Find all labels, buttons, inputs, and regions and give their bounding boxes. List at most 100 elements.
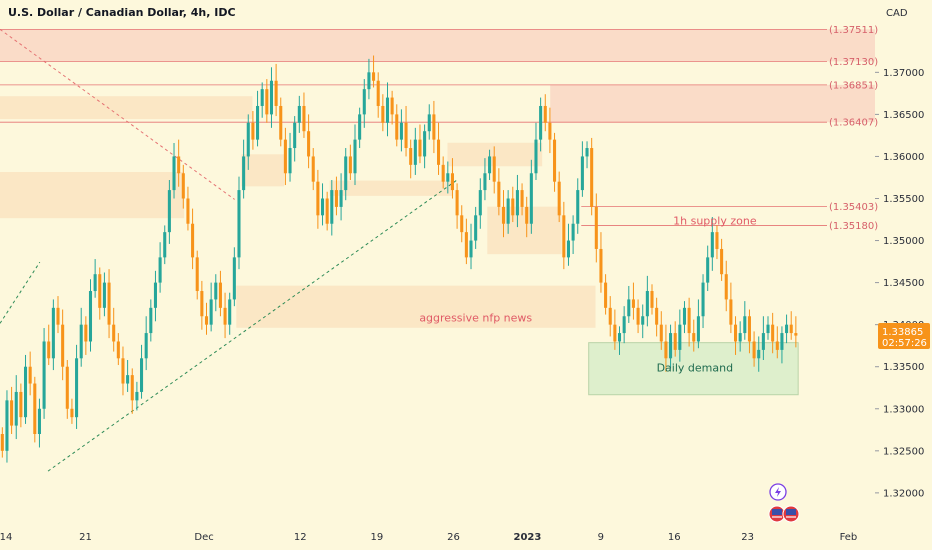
candle-body <box>622 316 626 334</box>
x-tick-label: 12 <box>294 532 307 543</box>
candle-body <box>655 307 659 325</box>
candle-body <box>126 375 130 384</box>
candle-body <box>715 232 719 249</box>
candle-body <box>576 190 580 224</box>
trendline-uptrend-left <box>0 261 41 324</box>
candle-body <box>455 190 459 216</box>
candle-body <box>520 190 524 207</box>
candle-body <box>450 173 454 191</box>
level-label: (1.36407) <box>829 118 878 129</box>
candle-body <box>209 299 213 325</box>
candle-body <box>464 232 468 258</box>
candle-body <box>548 122 552 140</box>
candle-body <box>33 383 37 435</box>
candle-body <box>381 105 385 123</box>
x-tick-label: Feb <box>840 532 858 543</box>
candle-body <box>659 324 663 342</box>
levels-layer: (1.37511) (1.37130) (1.36851) (1.36407) (1.3… <box>0 25 878 232</box>
x-tick-label: 23 <box>741 532 754 543</box>
candle-body <box>506 198 510 224</box>
alert-button[interactable] <box>769 483 787 501</box>
y-tick-label: 1.32500 <box>883 446 924 457</box>
candle-body <box>729 299 733 325</box>
candle-body <box>757 349 761 359</box>
candle-body <box>372 72 376 81</box>
candle-body <box>237 190 241 258</box>
candle-body <box>256 105 260 140</box>
candle-body <box>399 122 403 140</box>
candle-body <box>251 122 255 140</box>
annotation-label: 1h supply zone <box>673 215 757 228</box>
x-tick-label: 16 <box>668 532 681 543</box>
candle-body <box>562 215 566 258</box>
candle-body <box>747 316 751 342</box>
candle-body <box>706 257 710 283</box>
x-tick-label: 26 <box>447 532 460 543</box>
level-label: (1.37130) <box>829 57 878 68</box>
candle-body <box>710 232 714 258</box>
candle-body <box>511 198 515 216</box>
candle-body <box>775 341 779 350</box>
zone-left-zone-2 <box>0 172 185 219</box>
candle-body <box>720 248 724 275</box>
candle-body <box>771 324 775 342</box>
candle-body <box>274 80 278 106</box>
candle-body <box>107 282 111 325</box>
candle-body <box>483 173 487 191</box>
candle-body <box>307 131 311 157</box>
candle-body <box>200 291 204 317</box>
candle-body <box>28 366 32 384</box>
zones-layer <box>0 29 875 396</box>
candle-body <box>761 333 765 350</box>
last-price-tag: 1.33865 02:57:26 <box>878 323 930 350</box>
candle-body <box>613 324 617 342</box>
candle-body <box>228 299 232 325</box>
candle-body <box>543 105 547 123</box>
candle-body <box>65 366 69 409</box>
candle-body <box>98 274 102 308</box>
x-tick-label: 9 <box>598 532 604 543</box>
candle-body <box>752 341 756 359</box>
candle-body <box>112 324 116 342</box>
y-tick-label: 1.33000 <box>883 404 924 415</box>
candle-body <box>743 316 747 334</box>
candle-body <box>362 89 366 115</box>
x-tick-label: 19 <box>370 532 383 543</box>
candle-body <box>93 274 97 292</box>
candles-layer <box>0 55 798 463</box>
candle-body <box>678 324 682 350</box>
candle-body <box>316 181 320 216</box>
candle-body <box>738 333 742 342</box>
y-tick-label: 1.35000 <box>883 236 924 247</box>
x-axis: 14 21 Dec 12 19 26 2023 9 16 23 Feb <box>0 532 857 543</box>
candle-body <box>413 139 417 165</box>
candle-body <box>641 316 645 325</box>
candle-body <box>673 333 677 350</box>
events-button[interactable] <box>768 505 800 523</box>
level-label: (1.36851) <box>829 80 878 91</box>
candle-body <box>242 156 246 191</box>
candle-body <box>61 324 65 367</box>
candle-body <box>664 341 668 359</box>
y-tick-label: 1.34500 <box>883 278 924 289</box>
y-tick-label: 1.37000 <box>883 68 924 79</box>
candle-body <box>23 366 28 418</box>
candle-body <box>5 400 9 451</box>
candle-body <box>302 105 306 132</box>
candle-body <box>135 391 139 401</box>
candle-body <box>10 400 14 426</box>
candle-body <box>358 114 362 140</box>
candle-body <box>320 198 325 216</box>
candle-body <box>437 139 441 165</box>
candle-body <box>0 434 4 451</box>
candle-body <box>37 408 41 435</box>
x-tick-label: 2023 <box>513 532 541 543</box>
candle-body <box>478 190 482 216</box>
candle-body <box>488 156 492 174</box>
candle-body <box>525 206 529 224</box>
candle-body <box>553 139 557 182</box>
candle-body <box>339 190 343 207</box>
candle-body <box>590 148 594 207</box>
